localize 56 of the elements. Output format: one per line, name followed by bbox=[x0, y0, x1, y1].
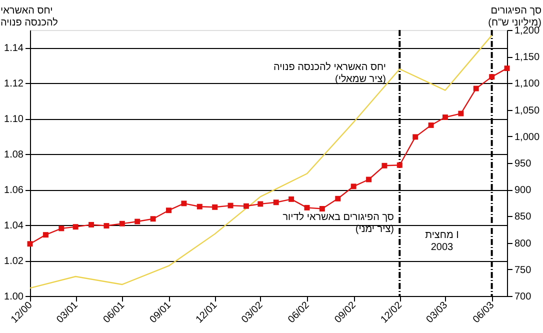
y2-tick-label: 1,050 bbox=[514, 105, 540, 116]
point bbox=[428, 122, 434, 128]
y2-axis-title: סך הפיגורים (מיליוני ש"ח) bbox=[488, 6, 542, 28]
y-tick-label: 1.06 bbox=[4, 185, 24, 196]
point bbox=[489, 74, 495, 80]
point bbox=[288, 196, 294, 202]
point bbox=[473, 86, 479, 92]
point bbox=[366, 176, 372, 182]
point bbox=[258, 201, 264, 207]
point bbox=[442, 114, 448, 120]
point bbox=[72, 224, 78, 230]
y2-tick-label: 1,100 bbox=[514, 78, 540, 90]
point bbox=[396, 162, 402, 168]
point bbox=[412, 134, 418, 140]
y2-tick-label: 700 bbox=[514, 292, 532, 302]
y-tick-label: 1.12 bbox=[4, 78, 24, 90]
point bbox=[273, 200, 279, 206]
point bbox=[304, 204, 310, 210]
point bbox=[243, 203, 249, 209]
y2-tick-label: 750 bbox=[514, 264, 532, 276]
point bbox=[150, 216, 156, 222]
y-tick-label: 1.10 bbox=[4, 114, 24, 126]
line-series bbox=[29, 34, 492, 289]
point bbox=[181, 200, 187, 206]
point bbox=[335, 196, 341, 202]
y-tick-label: 1.02 bbox=[4, 256, 24, 268]
point bbox=[166, 208, 172, 214]
y-tick-label: 1.08 bbox=[4, 150, 24, 161]
point bbox=[119, 220, 125, 226]
y2-tick-label: 900 bbox=[514, 185, 532, 196]
y2-tick-label: 1,000 bbox=[514, 132, 540, 143]
y-tick-label: 1.14 bbox=[4, 43, 24, 54]
point bbox=[458, 110, 464, 116]
point bbox=[382, 162, 388, 168]
y2-tick-label: 800 bbox=[514, 238, 532, 250]
point bbox=[104, 223, 110, 229]
point bbox=[134, 218, 140, 224]
series-label: סך הפיגורים באשראי לדיור (ציר ימני) bbox=[282, 211, 394, 235]
point bbox=[196, 204, 202, 210]
point bbox=[228, 202, 234, 208]
point bbox=[504, 66, 510, 72]
point bbox=[350, 184, 356, 190]
point bbox=[58, 226, 64, 232]
y-axis-title: יחס האשראי להכנסה פנויה bbox=[0, 6, 58, 28]
y2-tick-label: 1,150 bbox=[514, 52, 540, 64]
y-tick-label: 1.00 bbox=[4, 292, 24, 302]
y-tick-label: 1.04 bbox=[4, 220, 24, 232]
point bbox=[42, 232, 48, 238]
series-label: יחס האשראי להכנסה פנויה (ציר שמאלי) bbox=[273, 61, 386, 85]
y2-tick-label: 850 bbox=[514, 212, 532, 223]
point bbox=[212, 204, 218, 210]
y2-tick-label: 950 bbox=[514, 158, 532, 170]
y2-tick-label: 1,200 bbox=[514, 26, 540, 36]
point bbox=[27, 241, 33, 247]
point bbox=[319, 206, 325, 212]
point bbox=[88, 222, 94, 228]
